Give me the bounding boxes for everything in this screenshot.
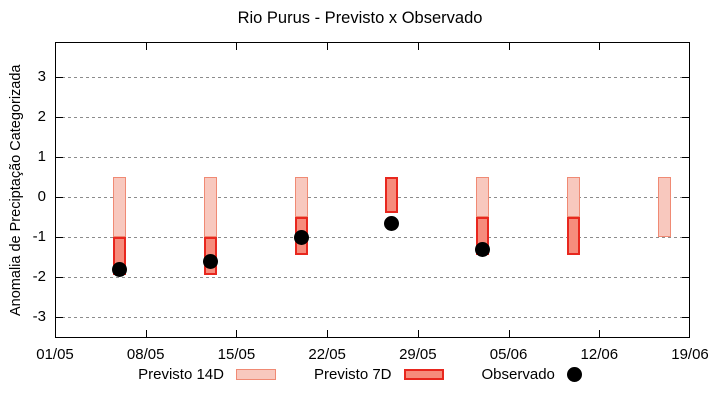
x-tick-label: 12/06 [580, 346, 619, 363]
observado-dot [384, 215, 400, 231]
x-tick-label: 29/05 [399, 346, 437, 363]
x-tick-label: 15/05 [217, 346, 256, 363]
y-tick-label: -2 [32, 268, 46, 285]
legend-item: Observado [482, 366, 582, 383]
gridline [56, 197, 689, 198]
ytick-right-mark [682, 197, 689, 198]
chart-title: Rio Purus - Previsto x Observado [237, 9, 483, 27]
y-tick-label: 0 [37, 188, 46, 205]
observado-dot [112, 261, 128, 277]
xtick-top-mark [236, 43, 238, 50]
ytick-right-mark [682, 277, 689, 278]
x-tick-label: 08/05 [126, 346, 165, 363]
ytick-right-mark [682, 317, 689, 318]
ytick-right-mark [682, 237, 689, 238]
legend-label: Previsto 14D [138, 366, 224, 383]
ytick-right-mark [682, 157, 689, 158]
xtick-bottom-mark [599, 330, 601, 337]
bar-previsto-7d [385, 177, 399, 213]
y-tick-label: 2 [37, 108, 46, 125]
gridline [56, 157, 689, 158]
xtick-top-mark [145, 43, 147, 50]
xtick-top-mark [599, 43, 601, 50]
bar-previsto-14d [566, 177, 580, 217]
bar-previsto-7d [566, 217, 580, 255]
observado-dot [293, 229, 309, 245]
y-tick-label: 1 [37, 148, 46, 165]
bar-previsto-14d [294, 177, 308, 217]
ytick-left-mark [56, 317, 63, 318]
observado-dot-icon [566, 367, 582, 382]
ytick-left-mark [56, 77, 63, 78]
y-tick-label: 3 [37, 68, 46, 85]
plot-area [55, 42, 690, 338]
xtick-bottom-mark [145, 330, 147, 337]
xtick-bottom-mark [236, 330, 238, 337]
x-tick-label: 22/05 [308, 346, 346, 363]
ytick-left-mark [56, 157, 63, 158]
xtick-top-mark [327, 43, 329, 50]
bar-previsto-14d [204, 177, 217, 237]
bar-previsto-14d [476, 177, 490, 217]
ytick-left-mark [56, 237, 63, 238]
ytick-right-mark [682, 117, 689, 118]
gridline [56, 317, 689, 318]
x-tick-label: 01/05 [36, 346, 74, 363]
ytick-left-mark [56, 277, 63, 278]
xtick-bottom-mark [508, 330, 510, 337]
y-tick-label: -1 [32, 228, 46, 245]
gridline [56, 277, 689, 278]
xtick-top-mark [417, 43, 419, 50]
ytick-left-mark [56, 117, 63, 118]
observado-dot [203, 253, 218, 269]
color-swatch-icon [403, 369, 444, 380]
color-swatch-icon [235, 369, 276, 380]
legend-item: Previsto 14D [138, 366, 276, 383]
xtick-bottom-mark [417, 330, 419, 337]
xtick-top-mark [508, 43, 510, 50]
gridline [56, 117, 689, 118]
x-tick-label: 19/06 [671, 346, 709, 363]
xtick-bottom-mark [327, 330, 329, 337]
y-tick-label: -3 [32, 308, 46, 325]
bar-previsto-14d [657, 177, 671, 237]
ytick-left-mark [56, 197, 63, 198]
legend-label: Previsto 7D [313, 366, 392, 383]
observado-dot [475, 241, 491, 257]
legend: Previsto 14D Previsto 7D Observado [0, 366, 720, 383]
legend-label: Observado [481, 366, 555, 383]
bar-previsto-14d [113, 177, 127, 237]
gridline [56, 77, 689, 78]
gridline [56, 237, 689, 238]
legend-item: Previsto 7D [314, 366, 444, 383]
ytick-right-mark [682, 77, 689, 78]
x-tick-label: 05/06 [489, 346, 528, 363]
